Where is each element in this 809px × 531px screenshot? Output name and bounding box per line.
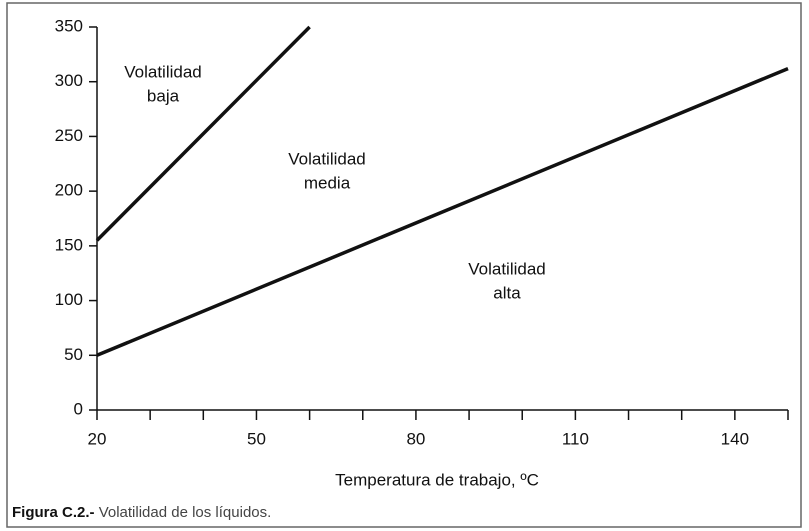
y-tick-label: 50 — [64, 345, 83, 364]
annotation: Volatilidad — [124, 62, 202, 81]
x-tick-label: 140 — [721, 429, 749, 448]
y-tick-label: 350 — [55, 16, 83, 35]
x-tick-label: 50 — [247, 429, 266, 448]
caption: Figura C.2.- Volatilidad de los líquidos… — [12, 504, 271, 521]
figure-frame — [6, 2, 802, 528]
x-tick-label: 20 — [88, 429, 107, 448]
x-tick-label: 110 — [562, 429, 589, 448]
annotation: Volatilidad — [468, 259, 546, 278]
annotation: media — [304, 173, 351, 192]
caption-text: Volatilidad de los líquidos. — [99, 504, 272, 521]
y-tick-label: 0 — [74, 399, 83, 418]
annotation: Volatilidad — [288, 149, 366, 168]
line — [95, 25, 311, 242]
y-tick-label: 200 — [55, 181, 83, 200]
y-tick-label: 150 — [55, 235, 83, 254]
y-tick-label: 300 — [55, 71, 83, 90]
annotation: alta — [493, 283, 521, 302]
y-tick-label: 100 — [55, 290, 83, 309]
caption-label: Figura C.2.- — [12, 504, 95, 521]
x-axis-label: Temperatura de trabajo, ºC — [335, 470, 539, 489]
line — [96, 66, 789, 357]
x-tick-label: 80 — [406, 429, 425, 448]
annotation: baja — [147, 86, 180, 105]
y-tick-label: 250 — [55, 126, 83, 145]
